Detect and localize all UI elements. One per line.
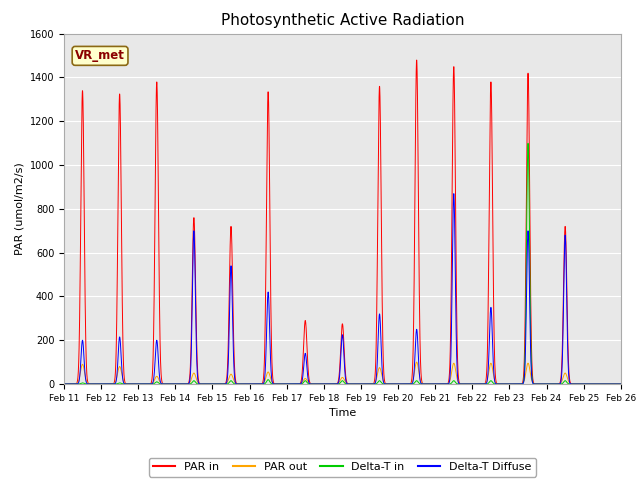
Delta-T Diffuse <box>580 381 588 387</box>
PAR out <box>467 381 475 387</box>
Delta-T Diffuse <box>160 381 168 387</box>
Legend: PAR in, PAR out, Delta-T in, Delta-T Diffuse: PAR in, PAR out, Delta-T in, Delta-T Dif… <box>148 457 536 477</box>
Delta-T in <box>524 141 532 146</box>
PAR in <box>413 57 420 63</box>
Delta-T Diffuse <box>617 381 625 387</box>
PAR in <box>160 381 168 387</box>
Delta-T Diffuse <box>436 381 444 387</box>
Line: Delta-T in: Delta-T in <box>64 144 621 384</box>
Delta-T in <box>617 381 625 387</box>
PAR out <box>617 381 625 387</box>
Delta-T in <box>467 381 475 387</box>
Delta-T Diffuse <box>616 381 624 387</box>
X-axis label: Time: Time <box>329 408 356 418</box>
PAR in <box>467 381 475 387</box>
PAR out <box>60 381 68 387</box>
Delta-T in <box>160 381 168 387</box>
Delta-T in <box>436 381 444 387</box>
PAR out <box>160 381 168 387</box>
Delta-T Diffuse <box>60 381 68 387</box>
Text: VR_met: VR_met <box>75 49 125 62</box>
PAR out <box>616 381 624 387</box>
Delta-T Diffuse <box>467 381 475 387</box>
PAR out <box>322 381 330 387</box>
PAR in <box>499 381 507 387</box>
PAR in <box>617 381 625 387</box>
PAR in <box>616 381 624 387</box>
Line: Delta-T Diffuse: Delta-T Diffuse <box>64 193 621 384</box>
Delta-T in <box>60 381 68 387</box>
PAR out <box>499 381 507 387</box>
PAR out <box>436 381 444 387</box>
Title: Photosynthetic Active Radiation: Photosynthetic Active Radiation <box>221 13 464 28</box>
Delta-T in <box>499 381 506 387</box>
Line: PAR out: PAR out <box>64 362 621 384</box>
PAR out <box>580 381 588 387</box>
Delta-T Diffuse <box>499 381 507 387</box>
Delta-T in <box>322 381 330 387</box>
Delta-T in <box>580 381 588 387</box>
PAR in <box>436 381 444 387</box>
PAR out <box>413 359 420 365</box>
Line: PAR in: PAR in <box>64 60 621 384</box>
Delta-T in <box>616 381 624 387</box>
PAR in <box>60 381 68 387</box>
Y-axis label: PAR (umol/m2/s): PAR (umol/m2/s) <box>14 162 24 255</box>
PAR in <box>580 381 588 387</box>
PAR in <box>322 381 330 387</box>
Delta-T Diffuse <box>322 381 330 387</box>
Delta-T Diffuse <box>450 191 458 196</box>
